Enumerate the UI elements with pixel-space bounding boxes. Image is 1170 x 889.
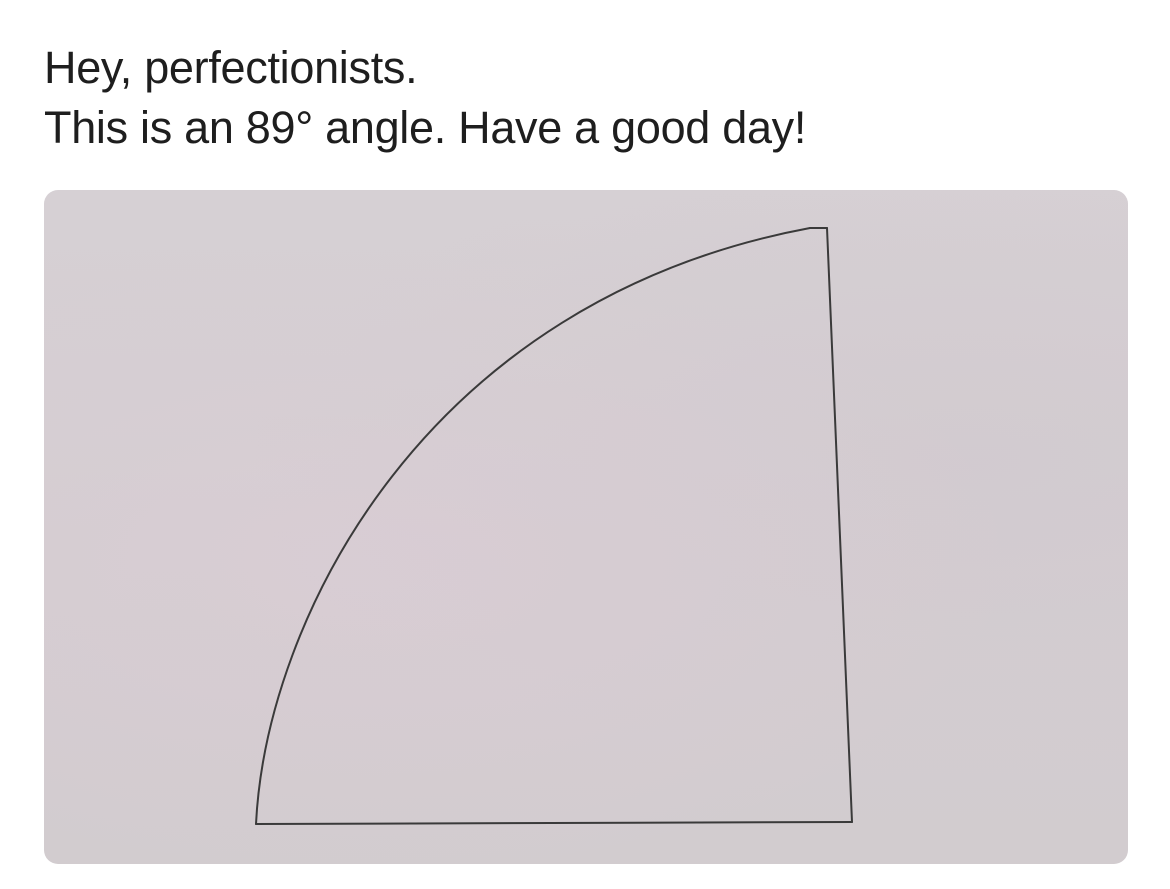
vertical-edge-line — [826, 227, 853, 823]
caption-line-2: This is an 89° angle. Have a good day! — [44, 102, 807, 153]
angle-drawing-photo — [44, 190, 1128, 864]
caption-line-1: Hey, perfectionists. — [44, 42, 418, 93]
arc-line — [255, 227, 811, 825]
quarter-circle-drawing — [255, 227, 853, 825]
base-edge-line — [255, 821, 853, 825]
caption: Hey, perfectionists. This is an 89° angl… — [44, 38, 1124, 158]
